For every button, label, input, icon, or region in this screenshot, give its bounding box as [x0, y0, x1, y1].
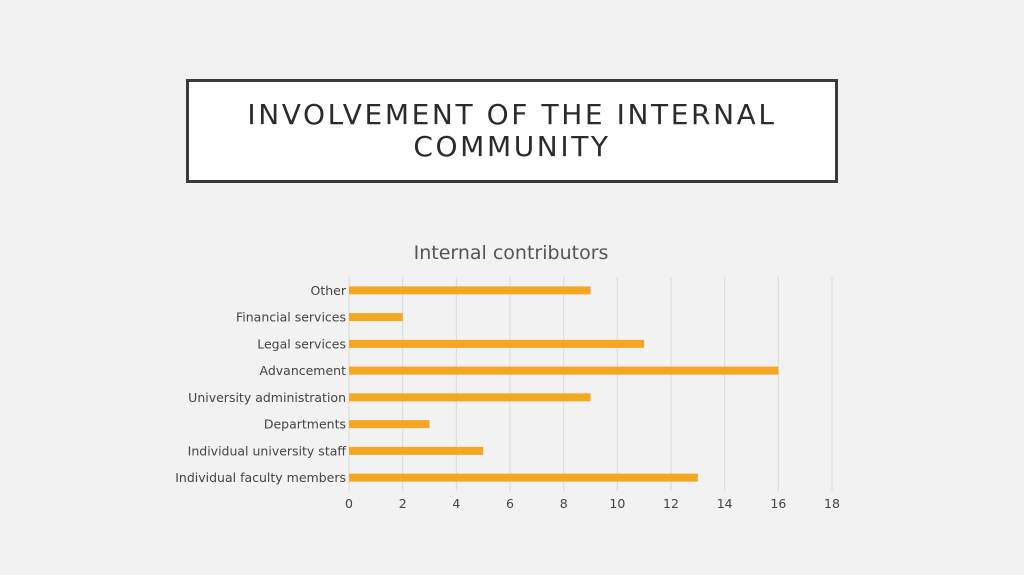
bar — [349, 286, 591, 295]
x-tick-label: 10 — [609, 496, 625, 511]
category-label: Individual faculty members — [175, 470, 346, 485]
bar — [349, 420, 430, 429]
category-label: University administration — [188, 390, 346, 405]
x-tick-label: 16 — [770, 496, 786, 511]
category-label: Financial services — [236, 310, 346, 325]
x-tick-label: 12 — [663, 496, 679, 511]
chart-title: Internal contributors — [414, 242, 609, 264]
bar — [349, 339, 645, 348]
x-tick-label: 6 — [506, 496, 514, 511]
bar — [349, 393, 591, 402]
title-box: INVOLVEMENT OF THE INTERNAL COMMUNITY — [186, 79, 838, 183]
x-tick-label: 4 — [452, 496, 460, 511]
x-tick-label: 8 — [560, 496, 568, 511]
category-label: Legal services — [257, 336, 346, 351]
bar — [349, 446, 484, 455]
category-label: Other — [311, 283, 347, 298]
bar — [349, 473, 698, 482]
category-label: Advancement — [260, 363, 347, 378]
x-tick-label: 18 — [824, 496, 840, 511]
x-tick-label: 0 — [345, 496, 353, 511]
bar — [349, 366, 779, 375]
x-tick-label: 2 — [399, 496, 407, 511]
bar — [349, 313, 403, 322]
category-label: Individual university staff — [188, 443, 347, 458]
x-tick-label: 14 — [717, 496, 733, 511]
category-label: Departments — [264, 417, 346, 432]
slide-title: INVOLVEMENT OF THE INTERNAL COMMUNITY — [247, 98, 777, 163]
